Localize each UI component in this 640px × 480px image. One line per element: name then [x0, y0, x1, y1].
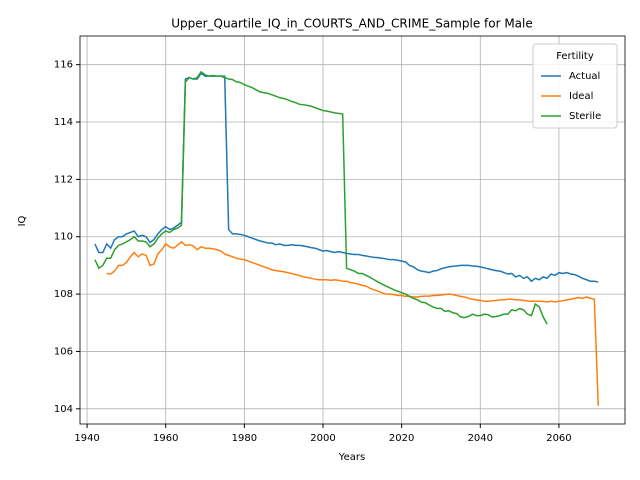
y-tick-label: 114: [54, 117, 73, 128]
x-tick-label: 1980: [232, 433, 257, 444]
legend-title: Fertility: [556, 51, 594, 62]
y-tick-label: 116: [54, 60, 73, 71]
plot-frame: [79, 35, 626, 425]
y-tick-label: 108: [54, 289, 73, 300]
x-tick-label: 1960: [153, 433, 178, 444]
x-axis-label: Years: [338, 452, 365, 463]
y-tick-label: 104: [54, 404, 73, 415]
legend: Fertility Actual Ideal Sterile: [532, 43, 618, 129]
y-tick-label: 106: [54, 346, 73, 357]
x-tick-label: 1940: [74, 433, 99, 444]
x-tick-label: 2020: [389, 433, 414, 444]
data-line: [106, 240, 600, 406]
data-line: [94, 70, 548, 325]
y-axis-label: IQ: [17, 215, 28, 226]
x-tick-label: 2060: [546, 433, 571, 444]
legend-label: Actual: [569, 71, 600, 82]
x-tick-label: 2000: [310, 433, 335, 444]
legend-label: Ideal: [569, 91, 593, 102]
y-tick-label: 110: [54, 232, 73, 243]
chart-title: Upper_Quartile_IQ_in_COURTS_AND_CRIME_Sa…: [171, 17, 533, 31]
legend-label: Sterile: [569, 111, 601, 122]
legend-box: [532, 43, 618, 129]
x-tick-label: 2040: [468, 433, 493, 444]
y-tick-label: 112: [54, 174, 73, 185]
